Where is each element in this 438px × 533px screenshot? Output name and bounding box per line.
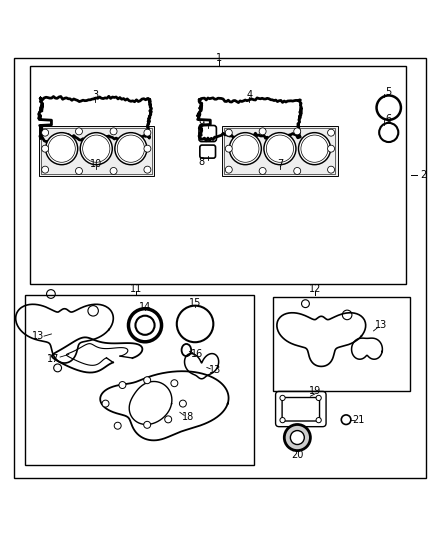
Circle shape [46, 133, 78, 165]
Circle shape [259, 128, 266, 135]
Text: 9: 9 [198, 119, 205, 129]
Bar [222, 126, 338, 176]
Bar [39, 126, 154, 176]
Circle shape [171, 379, 178, 386]
Text: 14: 14 [139, 302, 151, 312]
Circle shape [42, 166, 49, 173]
Text: 13: 13 [32, 331, 45, 341]
Circle shape [230, 133, 261, 165]
Bar [273, 297, 410, 391]
Text: 21: 21 [352, 415, 364, 425]
Text: 5: 5 [385, 87, 392, 98]
Text: 6: 6 [386, 114, 392, 124]
Circle shape [75, 128, 82, 135]
Text: 13: 13 [208, 365, 221, 375]
Circle shape [144, 422, 151, 429]
Circle shape [299, 133, 331, 165]
Circle shape [128, 309, 162, 342]
Circle shape [294, 167, 301, 174]
Circle shape [284, 424, 311, 450]
Circle shape [316, 395, 321, 400]
Text: 17: 17 [47, 354, 60, 364]
Text: 13: 13 [375, 320, 388, 330]
Circle shape [110, 167, 117, 174]
Bar [224, 128, 336, 174]
Circle shape [75, 167, 82, 174]
Circle shape [110, 128, 117, 135]
Text: 12: 12 [308, 284, 321, 294]
Circle shape [316, 417, 321, 423]
Circle shape [328, 166, 335, 173]
Circle shape [119, 382, 126, 389]
Circle shape [144, 377, 151, 384]
Circle shape [144, 145, 151, 152]
Circle shape [328, 145, 335, 152]
Text: 2: 2 [420, 170, 427, 180]
Circle shape [180, 400, 187, 407]
Text: 15: 15 [189, 298, 201, 309]
Text: 8: 8 [198, 157, 205, 167]
Bar [25, 295, 254, 465]
Circle shape [144, 166, 151, 173]
Text: 1: 1 [216, 53, 222, 63]
Text: 7: 7 [277, 159, 283, 169]
Circle shape [80, 133, 112, 165]
Circle shape [225, 166, 232, 173]
Bar [30, 66, 406, 284]
Text: 3: 3 [92, 90, 98, 100]
Circle shape [115, 133, 147, 165]
Bar [41, 128, 152, 174]
Text: 11: 11 [130, 284, 142, 294]
Text: 19: 19 [309, 386, 321, 397]
Circle shape [144, 129, 151, 136]
Text: 20: 20 [291, 449, 304, 459]
Circle shape [259, 167, 266, 174]
Circle shape [328, 129, 335, 136]
Circle shape [264, 133, 296, 165]
Text: 16: 16 [191, 349, 203, 359]
Circle shape [42, 145, 49, 152]
Text: 10: 10 [90, 159, 102, 169]
Circle shape [294, 128, 301, 135]
Circle shape [280, 395, 285, 400]
Text: 18: 18 [182, 411, 194, 422]
Circle shape [290, 431, 304, 445]
Circle shape [280, 417, 285, 423]
Circle shape [225, 145, 232, 152]
Circle shape [165, 416, 172, 423]
Circle shape [102, 400, 109, 407]
Circle shape [114, 422, 121, 429]
Circle shape [225, 129, 232, 136]
Circle shape [42, 129, 49, 136]
Text: 4: 4 [247, 90, 253, 100]
